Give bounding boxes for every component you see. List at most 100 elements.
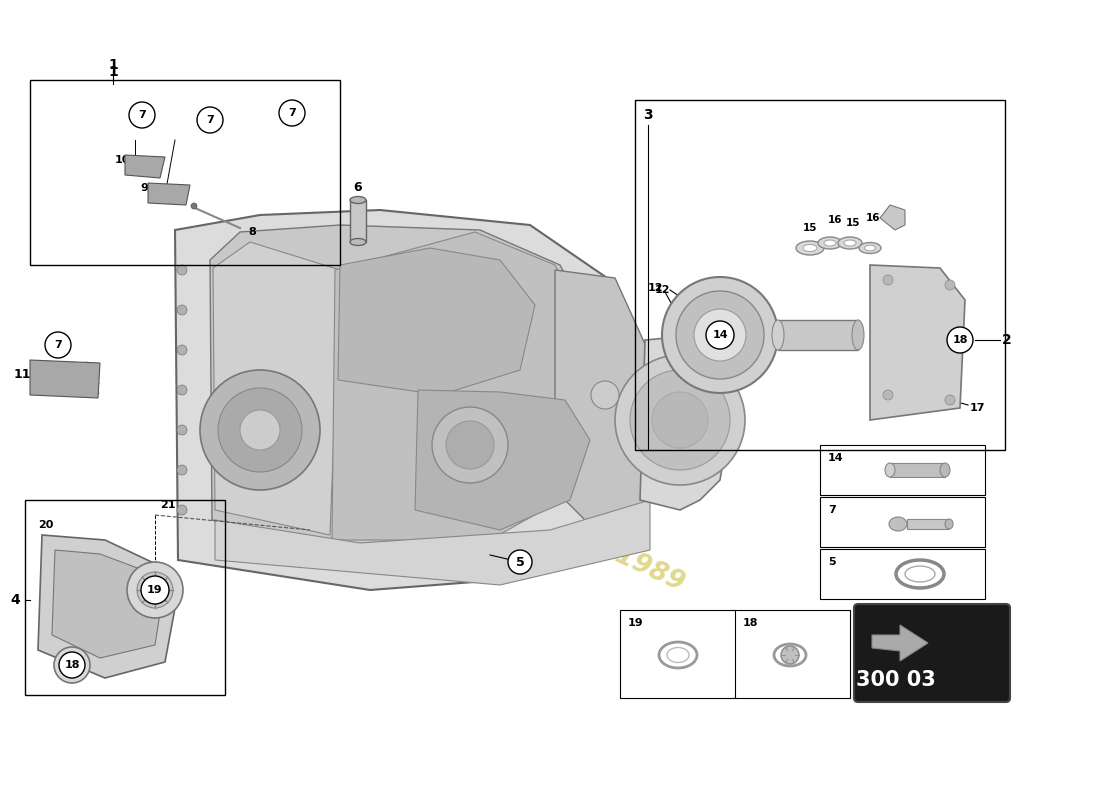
Text: 9: 9 <box>140 183 148 193</box>
Circle shape <box>945 395 955 405</box>
Circle shape <box>945 280 955 290</box>
Text: 19: 19 <box>147 585 163 595</box>
Circle shape <box>177 385 187 395</box>
Bar <box>820 497 984 547</box>
Circle shape <box>141 576 169 604</box>
Circle shape <box>615 355 745 485</box>
Text: 10: 10 <box>114 155 130 165</box>
Polygon shape <box>125 155 165 178</box>
Circle shape <box>694 309 746 361</box>
Text: 1: 1 <box>108 58 118 72</box>
Ellipse shape <box>818 237 842 249</box>
Polygon shape <box>213 242 340 535</box>
Bar <box>620 610 850 698</box>
Text: 18: 18 <box>742 618 759 628</box>
Circle shape <box>662 277 778 393</box>
Ellipse shape <box>940 463 950 477</box>
Text: 12: 12 <box>648 283 663 293</box>
Circle shape <box>177 505 187 515</box>
Ellipse shape <box>350 197 366 203</box>
Bar <box>350 200 366 242</box>
Circle shape <box>177 425 187 435</box>
Ellipse shape <box>350 238 366 246</box>
Text: 15: 15 <box>803 223 817 233</box>
Circle shape <box>177 345 187 355</box>
Text: 7: 7 <box>54 340 62 350</box>
Circle shape <box>279 100 305 126</box>
Circle shape <box>177 465 187 475</box>
Polygon shape <box>332 232 595 540</box>
Circle shape <box>177 265 187 275</box>
Circle shape <box>138 572 173 608</box>
Text: 7: 7 <box>139 110 146 120</box>
Text: 7: 7 <box>828 505 836 515</box>
Circle shape <box>129 102 155 128</box>
Text: 14: 14 <box>828 453 844 463</box>
Circle shape <box>652 392 708 448</box>
Polygon shape <box>30 360 100 398</box>
Circle shape <box>62 655 82 675</box>
Circle shape <box>197 107 223 133</box>
Polygon shape <box>175 210 654 590</box>
Ellipse shape <box>865 246 876 250</box>
Polygon shape <box>640 335 730 510</box>
Circle shape <box>191 203 197 209</box>
Text: 18: 18 <box>64 660 79 670</box>
Text: 14: 14 <box>712 330 728 340</box>
Bar <box>30 80 340 265</box>
Circle shape <box>508 550 532 574</box>
Circle shape <box>240 410 280 450</box>
Text: 11: 11 <box>13 369 31 382</box>
Circle shape <box>200 370 320 490</box>
Ellipse shape <box>838 237 862 249</box>
Circle shape <box>591 381 619 409</box>
Text: 17: 17 <box>970 403 986 413</box>
Ellipse shape <box>667 647 689 662</box>
Text: 7: 7 <box>288 108 296 118</box>
Text: 18: 18 <box>953 335 968 345</box>
Bar <box>778 320 858 350</box>
Ellipse shape <box>844 240 856 246</box>
Ellipse shape <box>824 240 836 246</box>
Ellipse shape <box>852 320 864 350</box>
Bar <box>908 519 949 529</box>
Polygon shape <box>556 270 654 535</box>
Ellipse shape <box>859 242 881 254</box>
Circle shape <box>54 647 90 683</box>
Text: 6: 6 <box>354 181 362 194</box>
Polygon shape <box>870 265 965 420</box>
Ellipse shape <box>772 320 784 350</box>
Polygon shape <box>338 248 535 395</box>
Text: 300 03: 300 03 <box>856 670 936 690</box>
Bar <box>890 463 945 477</box>
Ellipse shape <box>905 566 935 582</box>
Polygon shape <box>214 500 650 585</box>
Circle shape <box>883 390 893 400</box>
Text: 7: 7 <box>206 115 213 125</box>
Circle shape <box>947 327 974 353</box>
Text: 8: 8 <box>248 227 255 237</box>
Text: 2: 2 <box>1002 333 1012 347</box>
Circle shape <box>218 388 302 472</box>
Text: 16: 16 <box>866 213 880 223</box>
Ellipse shape <box>796 241 824 255</box>
Circle shape <box>45 332 72 358</box>
Polygon shape <box>415 390 590 530</box>
FancyBboxPatch shape <box>854 604 1010 702</box>
Text: 13: 13 <box>684 305 700 315</box>
Bar <box>820 549 984 599</box>
Circle shape <box>781 646 799 664</box>
Circle shape <box>126 562 183 618</box>
Polygon shape <box>52 550 162 658</box>
Polygon shape <box>39 535 175 678</box>
Polygon shape <box>872 625 928 661</box>
Text: 15: 15 <box>846 218 860 228</box>
Ellipse shape <box>889 517 908 531</box>
Circle shape <box>432 407 508 483</box>
Text: 5: 5 <box>828 557 836 567</box>
Circle shape <box>146 581 164 599</box>
Text: 4: 4 <box>10 593 20 607</box>
Text: 16: 16 <box>827 215 843 225</box>
Polygon shape <box>880 205 905 230</box>
Circle shape <box>630 370 730 470</box>
